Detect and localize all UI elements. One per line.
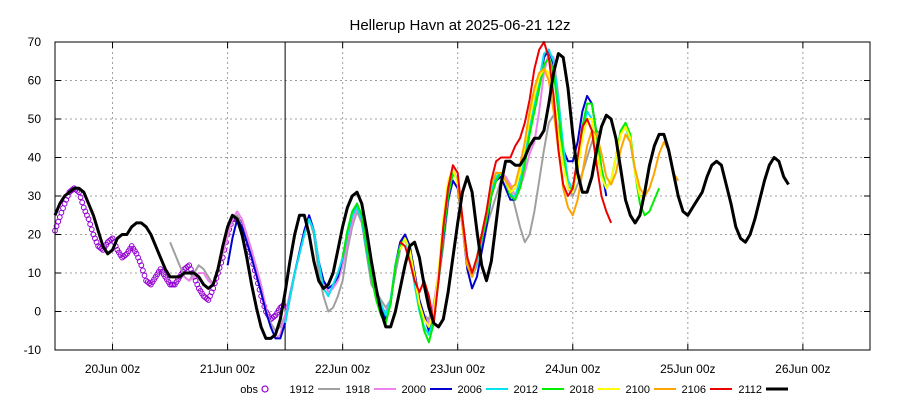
legend-label-1918: 1918 [346, 384, 370, 396]
obs-point [87, 221, 94, 228]
obs-point [146, 280, 153, 287]
legend-label-2100: 2100 [626, 384, 650, 396]
y-tick-label: 40 [28, 151, 42, 165]
obs-point [79, 199, 86, 206]
chart-title: Hellerup Havn at 2025-06-21 12z [350, 17, 571, 34]
x-tick-label: 25Jun 00z [660, 362, 715, 376]
plot-frame [54, 41, 871, 351]
legend-label-2012: 2012 [514, 384, 538, 396]
y-tick-label: 60 [28, 74, 42, 88]
y-tick-label: 50 [28, 112, 42, 126]
legend-label-1912: 1912 [290, 384, 314, 396]
obs-point [88, 226, 95, 233]
obs-point [122, 252, 129, 258]
x-tick-label: 26Jun 00z [775, 362, 830, 376]
y-tick-label: 0 [34, 305, 41, 319]
series-1912-line [169, 114, 603, 332]
legend-label-2106: 2106 [682, 384, 706, 396]
legend-label-2112: 2112 [738, 384, 762, 396]
x-tick-label: 20Jun 00z [85, 362, 140, 376]
obs-point [77, 194, 84, 201]
axes: -10 0 10 20 30 40 50 60 70 20Jun 00z 21Jun 00z 22Ju… [24, 35, 870, 376]
x-tick-label: 21Jun 00z [200, 362, 255, 376]
x-tick-label: 24Jun 00z [545, 362, 600, 376]
y-tick-label: -10 [24, 343, 42, 357]
legend: obs 1912 1918 2000 2006 2012 2018 2100 2106 2112 [240, 384, 788, 396]
series-2100-line [456, 67, 680, 278]
legend-label-2018: 2018 [570, 384, 594, 396]
obs-point [141, 272, 148, 279]
obs-point [271, 313, 277, 320]
y-tick-label: 70 [28, 35, 42, 49]
y-tick-label: 20 [28, 228, 42, 242]
y-tick-label: 30 [28, 189, 42, 203]
obs-point [138, 262, 145, 269]
obs-point [139, 267, 146, 274]
series-lines [52, 41, 790, 344]
obs-point [85, 216, 92, 223]
legend-label-2000: 2000 [402, 384, 426, 396]
legend-swatch-obs [261, 385, 269, 393]
y-tick-label: 10 [28, 266, 42, 280]
x-tick-label: 22Jun 00z [315, 362, 370, 376]
legend-label-obs: obs [240, 384, 258, 396]
series-2112-line [53, 52, 790, 340]
legend-label-2006: 2006 [458, 384, 482, 396]
x-tick-label: 23Jun 00z [430, 362, 485, 376]
